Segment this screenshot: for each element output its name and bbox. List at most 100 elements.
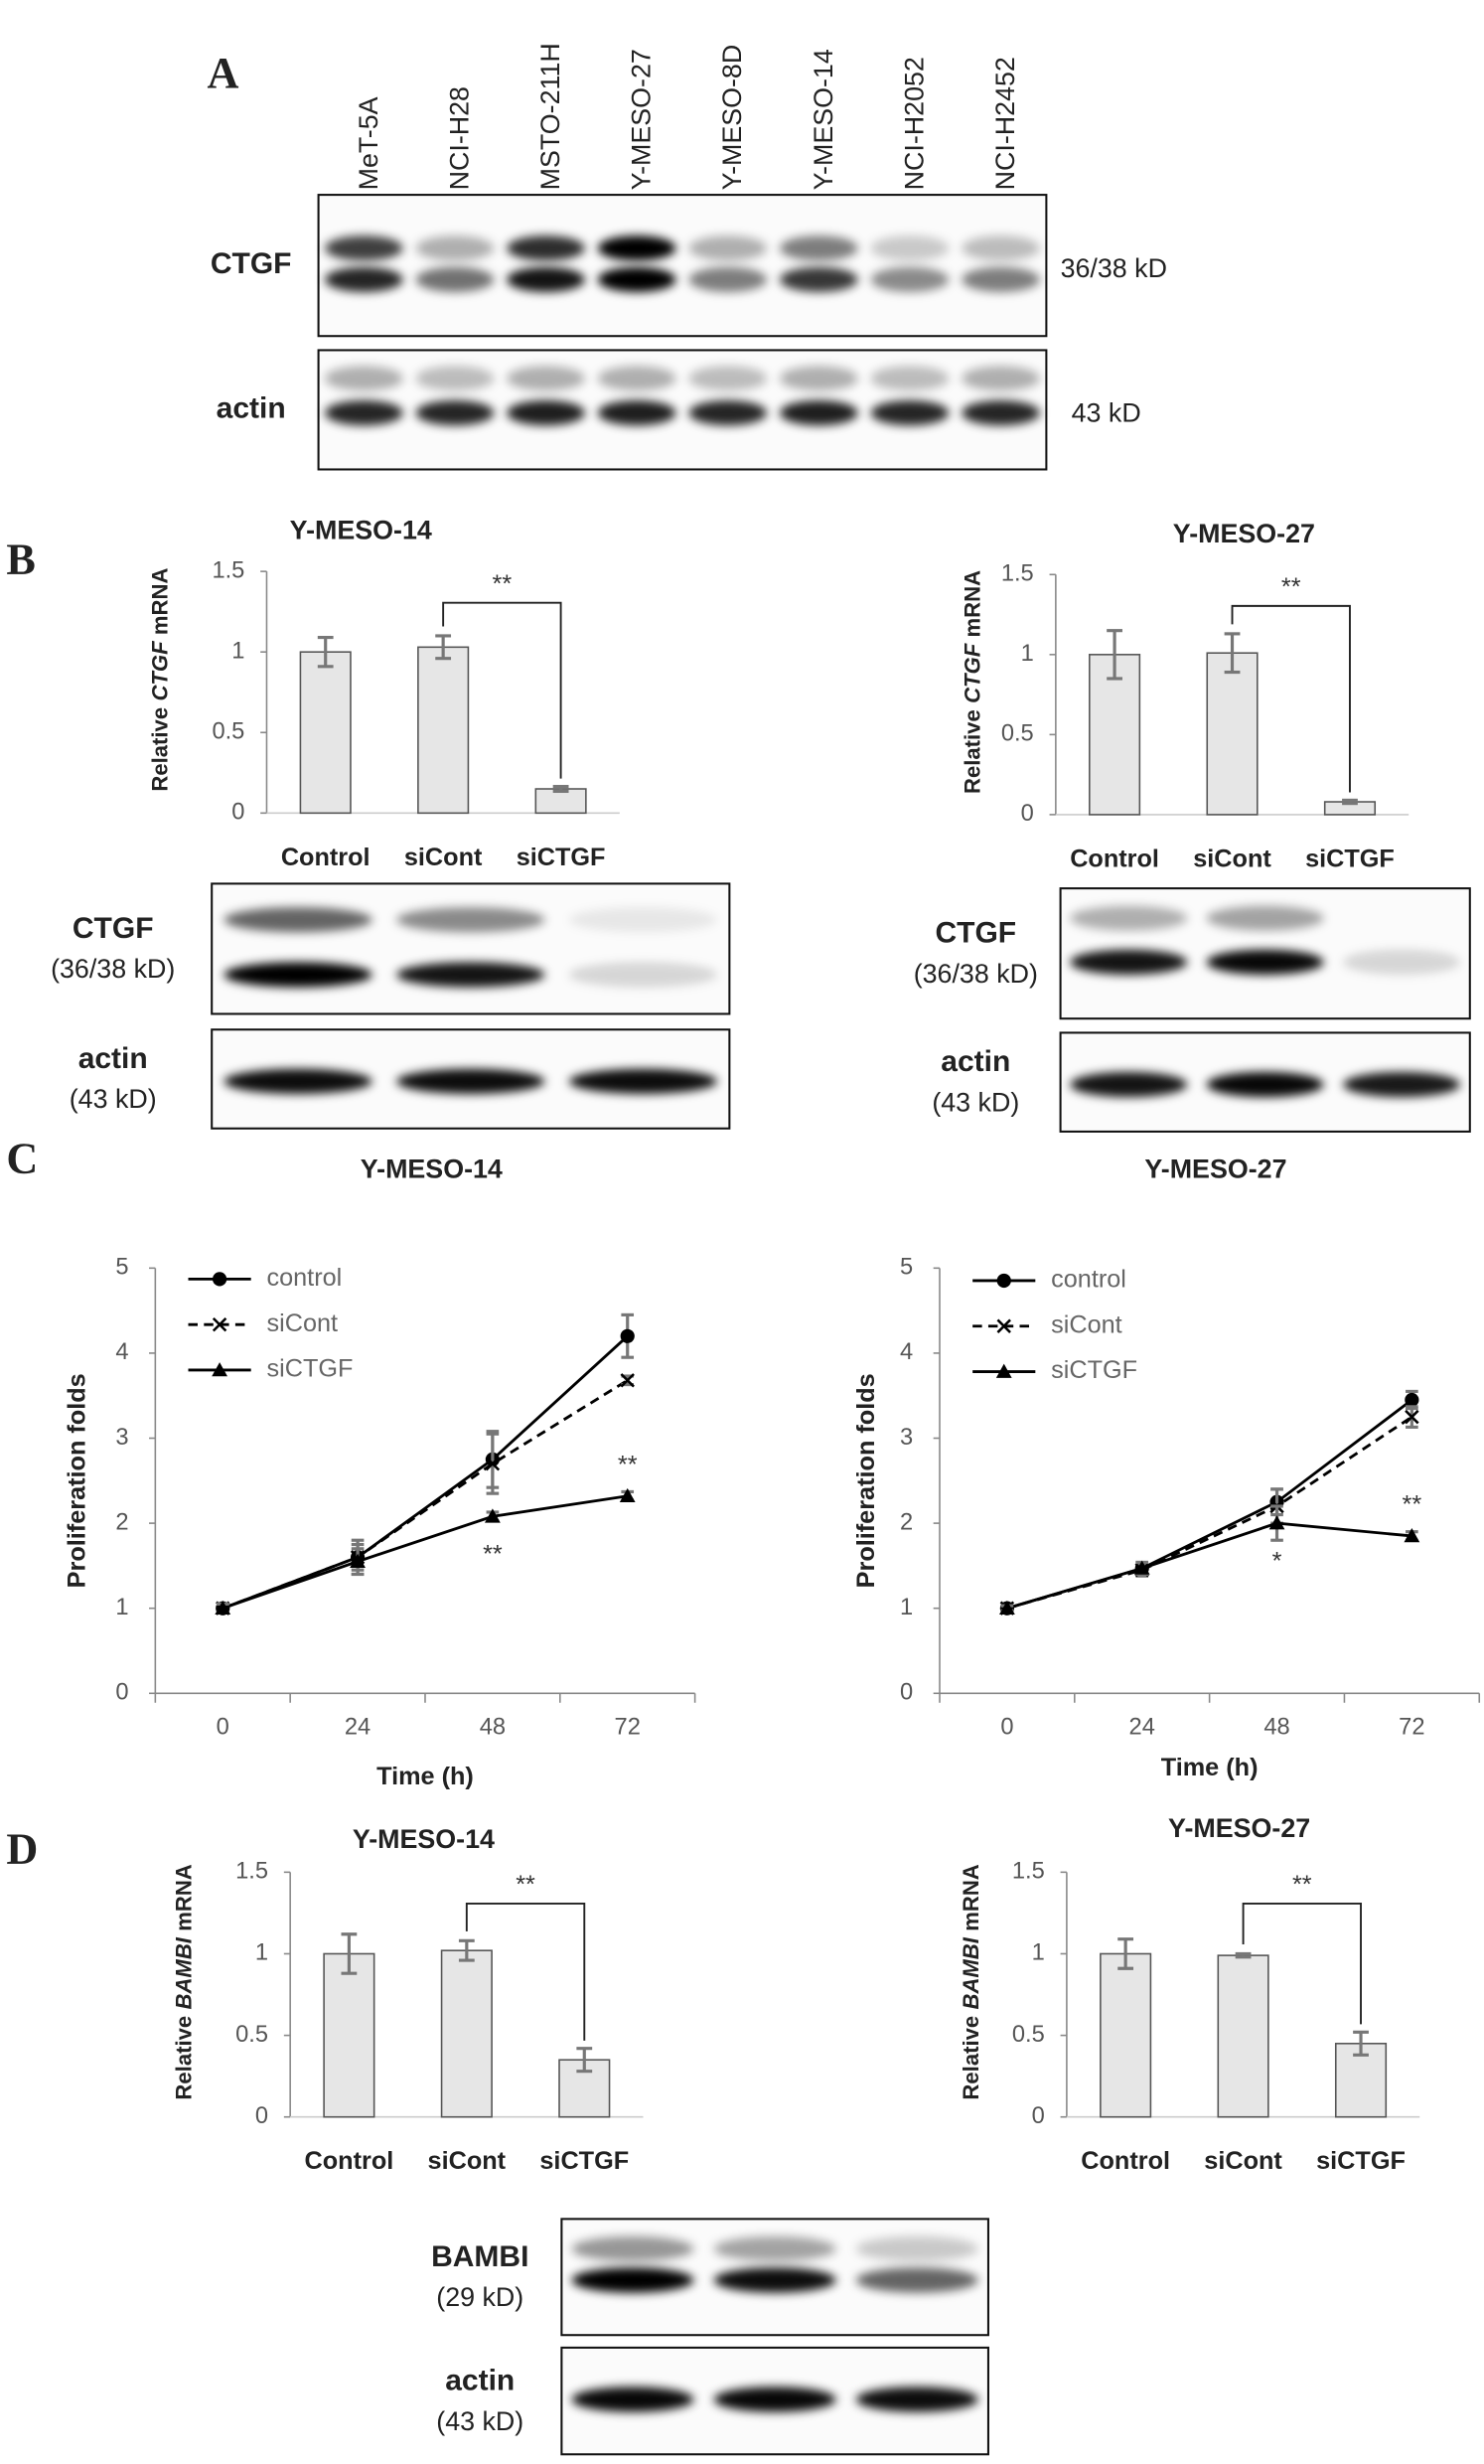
significance-label: ** xyxy=(493,570,513,598)
blot-band xyxy=(223,962,372,988)
y-axis-label-part: Relative xyxy=(959,2016,983,2100)
blot-band xyxy=(688,399,768,426)
x-tick-label: 0 xyxy=(217,1714,229,1740)
chart-title: Y-MESO-27 xyxy=(1144,1155,1286,1184)
y-tick-label: 0.5 xyxy=(212,719,244,745)
blot-band xyxy=(870,266,950,293)
bar xyxy=(323,1952,375,2118)
blot-band xyxy=(962,235,1040,261)
y-tick-label: 0 xyxy=(255,2103,268,2129)
blot-band xyxy=(962,266,1040,293)
y-tick-label: 1 xyxy=(231,638,244,664)
bar xyxy=(417,646,470,815)
panel-letter: C xyxy=(6,1135,38,1183)
blot-band xyxy=(507,366,585,391)
x-axis-label: Time (h) xyxy=(1161,1754,1259,1781)
y-axis-label-part: Relative xyxy=(961,709,985,794)
blot-band xyxy=(855,2235,978,2262)
blot-band xyxy=(713,2235,836,2262)
blot-band xyxy=(597,399,676,426)
blot-size: (43 kD) xyxy=(70,1084,157,1114)
blot-band xyxy=(597,235,676,261)
blot-band xyxy=(1343,949,1461,975)
significance-label: ** xyxy=(516,1871,535,1899)
y-axis-label-part: Relative xyxy=(148,707,173,792)
blot-band xyxy=(325,366,403,391)
lane-label: MSTO-211H xyxy=(535,43,565,190)
y-tick-label: 2 xyxy=(115,1509,128,1535)
y-tick-label: 0 xyxy=(115,1680,128,1706)
bar xyxy=(1089,654,1141,816)
significance-bracket xyxy=(1231,604,1351,793)
bar xyxy=(1217,1954,1269,2118)
marker xyxy=(212,1362,227,1377)
category-label: siCont xyxy=(404,844,483,871)
blot-band xyxy=(325,266,403,293)
y-axis-label: Relative CTGF mRNA xyxy=(148,568,173,792)
blot-band xyxy=(1070,949,1188,975)
significance-bracket xyxy=(442,601,562,779)
y-tick-label: 1 xyxy=(1032,1940,1045,1966)
blot-band xyxy=(1343,1071,1461,1098)
y-axis-label-part: mRNA xyxy=(171,1864,196,1931)
chart-title: Y-MESO-27 xyxy=(1173,519,1315,548)
blot-band xyxy=(962,366,1040,391)
blot-band xyxy=(855,2387,978,2412)
significance-label: ** xyxy=(1403,1491,1422,1519)
marker xyxy=(212,1316,227,1332)
y-axis-label-part: BAMBI xyxy=(171,1936,196,2009)
blot-band xyxy=(713,2387,836,2412)
y-axis-label: Relative CTGF mRNA xyxy=(961,570,985,794)
y-axis-label: Relative BAMBI mRNA xyxy=(959,1864,983,2099)
y-tick-label: 0.5 xyxy=(235,2022,268,2048)
series-line xyxy=(222,1379,629,1611)
blot-band xyxy=(568,1068,718,1095)
significance-label: ** xyxy=(1292,1871,1312,1899)
blot-band xyxy=(571,2387,694,2412)
category-label: siCont xyxy=(428,2147,507,2175)
blot-band xyxy=(713,2267,836,2293)
blot-band xyxy=(779,399,858,426)
series-line xyxy=(1006,1521,1412,1611)
blot-band xyxy=(688,366,768,391)
marker xyxy=(619,1487,636,1503)
category-label: siCTGF xyxy=(517,844,606,871)
blot-band xyxy=(1070,905,1188,931)
y-tick-label: 1.5 xyxy=(212,557,244,583)
blot-band xyxy=(415,399,495,426)
blot-band xyxy=(870,235,950,261)
y-axis-label-part: mRNA xyxy=(148,568,173,636)
lane-label: NCI-H2452 xyxy=(990,57,1020,190)
x-tick-label: 0 xyxy=(1000,1714,1013,1740)
bar xyxy=(1206,652,1259,816)
blot-name: CTGF xyxy=(935,917,1016,950)
series-line xyxy=(222,1494,628,1611)
marker xyxy=(999,1600,1015,1616)
legend-label: siCont xyxy=(266,1309,338,1337)
blot-band xyxy=(507,266,585,293)
marker xyxy=(620,1373,635,1388)
significance-bracket xyxy=(1242,1902,1362,2025)
lane-label: Y-MESO-27 xyxy=(627,49,657,190)
lane-label: MeT-5A xyxy=(354,96,383,190)
blot-size: 43 kD xyxy=(1072,397,1141,427)
marker xyxy=(350,1553,366,1568)
x-tick-label: 24 xyxy=(345,1714,371,1740)
y-axis-label: Proliferation folds xyxy=(64,1373,91,1588)
blot-band xyxy=(415,366,495,391)
blot-frame xyxy=(317,194,1048,338)
lane-label: Y-MESO-14 xyxy=(809,49,838,190)
y-tick-label: 4 xyxy=(115,1339,128,1365)
legend-label: control xyxy=(1051,1266,1126,1294)
x-tick-label: 24 xyxy=(1129,1714,1155,1740)
lane-label: Y-MESO-8D xyxy=(717,45,747,191)
marker xyxy=(212,1272,227,1287)
y-tick-label: 3 xyxy=(115,1425,128,1451)
y-tick-label: 1.5 xyxy=(1001,561,1034,587)
y-axis-label-part: CTGF xyxy=(148,641,173,701)
blot-band xyxy=(325,235,403,261)
chart-title: Y-MESO-14 xyxy=(361,1155,503,1184)
legend-label: control xyxy=(266,1264,342,1292)
